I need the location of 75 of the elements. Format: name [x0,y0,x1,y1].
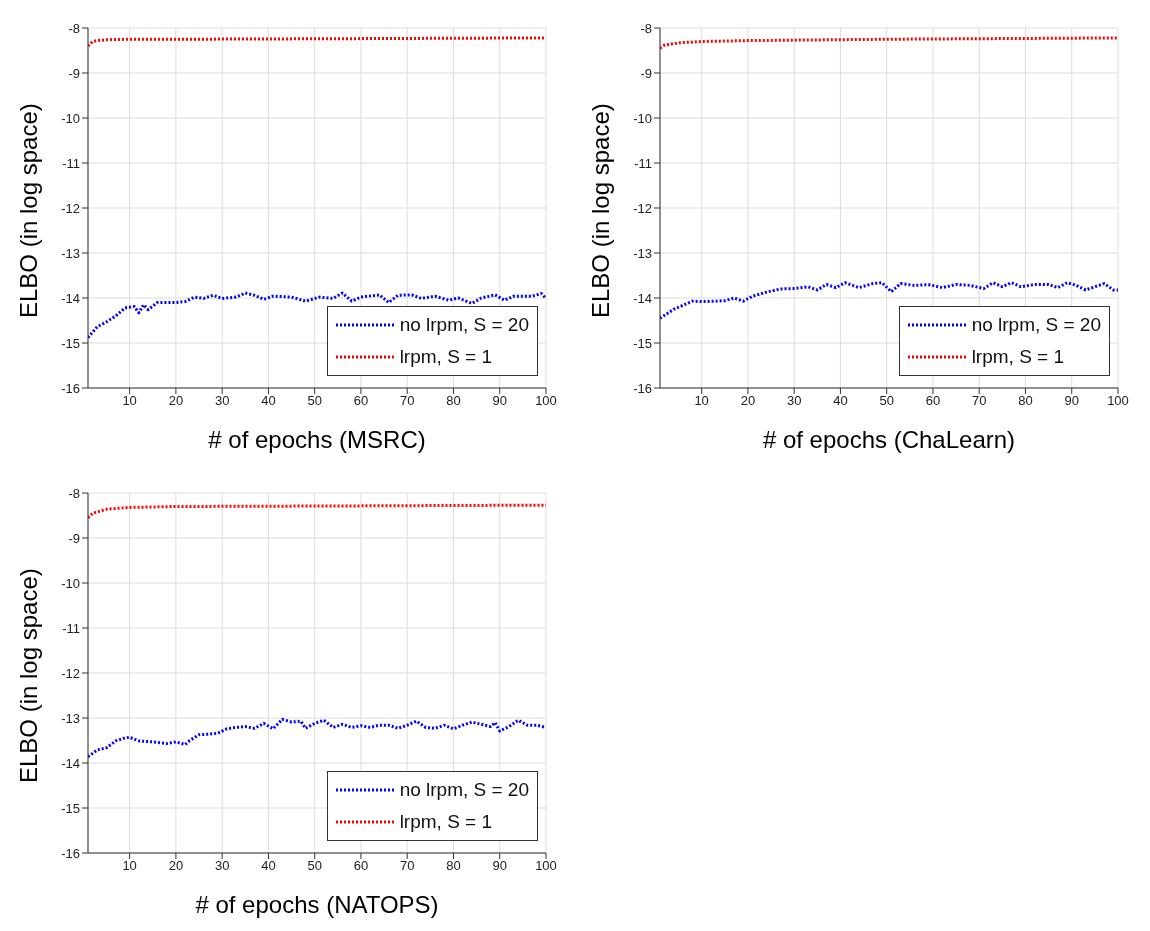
x-tick-label: 70 [399,393,415,409]
x-tick-label: 30 [214,393,230,409]
legend-label: no lrpm, S = 20 [971,313,1101,337]
x-tick-label: 20 [740,393,756,409]
y-tick-label: -16 [61,845,80,861]
line-series [88,36,546,48]
y-tick-label: -8 [68,485,80,501]
y-tick-label: -15 [633,335,652,351]
x-tick-label: 90 [492,858,507,874]
y-tick-label: -14 [61,755,80,771]
y-axis-title: ELBO (in log space) [586,103,614,318]
y-tick-label: -14 [61,290,80,306]
y-tick-label: -14 [633,290,652,306]
y-tick-label: -8 [68,20,80,36]
x-tick-label: 30 [786,393,802,409]
y-tick-label: -13 [61,710,80,726]
y-tick-label: -16 [61,380,80,396]
x-tick-label: 10 [122,858,137,874]
x-tick-label: 40 [833,393,848,409]
legend-label: lrpm, S = 1 [399,810,493,834]
x-tick-label: 60 [925,393,941,409]
y-tick-label: -13 [61,245,80,261]
y-tick-label: -11 [634,155,652,171]
x-tick-label: 20 [168,393,184,409]
y-tick-label: -9 [68,65,80,81]
line-series [88,503,546,520]
x-tick-label: 80 [1018,393,1033,409]
y-tick-label: -12 [61,665,80,681]
y-tick-label: -9 [68,530,80,546]
y-tick-label: -16 [633,380,652,396]
y-tick-label: -12 [61,200,80,216]
x-tick-label: 40 [261,393,276,409]
y-tick-label: -11 [62,155,80,171]
x-tick-label: 100 [535,393,557,409]
x-tick-label: 30 [214,858,230,874]
x-tick-label: 40 [261,858,276,874]
x-axis-title: # of epochs (ChaLearn) [762,426,1016,453]
y-axis-title: ELBO (in log space) [14,568,42,783]
legend-label: no lrpm, S = 20 [399,313,529,337]
x-tick-label: 100 [1107,393,1129,409]
legend-label: no lrpm, S = 20 [399,778,529,802]
x-tick-label: 10 [694,393,709,409]
y-tick-label: -15 [61,335,80,351]
y-tick-label: -15 [61,800,80,816]
x-axis-title: # of epochs (MSRC) [208,426,426,453]
x-tick-label: 90 [492,393,507,409]
line-series [88,291,546,340]
x-tick-label: 50 [307,393,322,409]
line-series [660,281,1118,320]
x-tick-label: 50 [307,858,322,874]
x-tick-label: 10 [122,393,137,409]
y-tick-label: -10 [61,110,80,126]
x-tick-label: 60 [353,858,369,874]
x-tick-label: 70 [971,393,987,409]
x-tick-label: 20 [168,858,184,874]
x-axis-title: # of epochs (NATOPS) [195,891,439,918]
y-tick-label: -8 [640,20,652,36]
y-tick-label: -11 [62,620,80,636]
legend-label: lrpm, S = 1 [971,345,1065,369]
y-tick-label: -12 [633,200,652,216]
x-tick-label: 100 [535,858,557,874]
y-tick-label: -10 [633,110,652,126]
y-axis-title: ELBO (in log space) [14,103,42,318]
line-series [660,36,1118,50]
legend-label: lrpm, S = 1 [399,345,493,369]
line-series [88,717,546,759]
x-tick-label: 60 [353,393,369,409]
x-tick-label: 80 [446,858,461,874]
x-tick-label: 50 [879,393,894,409]
x-tick-label: 80 [446,393,461,409]
y-tick-label: -13 [633,245,652,261]
x-tick-label: 90 [1064,393,1079,409]
y-tick-label: -10 [61,575,80,591]
x-tick-label: 70 [399,858,415,874]
y-tick-label: -9 [640,65,652,81]
